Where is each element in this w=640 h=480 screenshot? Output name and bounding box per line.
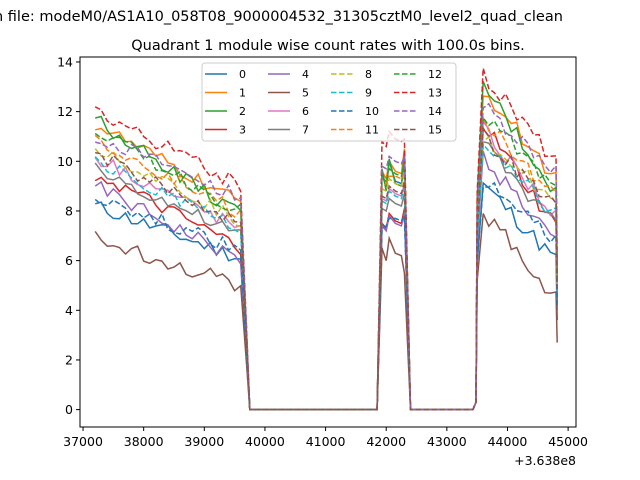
chart-title: Quadrant 1 module wise count rates with …	[131, 38, 525, 54]
y-tick-label: 2	[65, 352, 73, 367]
x-tick-label: 37000	[63, 434, 103, 449]
y-tick-label: 0	[65, 402, 73, 417]
series-line-11	[94, 117, 558, 411]
legend-label-0: 0	[239, 68, 246, 81]
x-tick-label: 45000	[548, 434, 588, 449]
y-tick-label: 6	[65, 253, 73, 268]
legend-label-15: 15	[428, 124, 442, 137]
legend-label-14: 14	[428, 105, 442, 118]
legend-frame	[201, 62, 457, 142]
legend-label-8: 8	[365, 68, 372, 81]
x-axis-ticks: 37000 38000 39000 40000 41000 42000 43000 44000…	[63, 427, 588, 449]
legend-label-4: 4	[302, 68, 309, 81]
legend-label-10: 10	[365, 105, 379, 118]
legend-label-9: 9	[365, 87, 372, 100]
x-tick-label: 39000	[184, 434, 224, 449]
y-tick-label: 4	[65, 303, 73, 318]
legend-label-6: 6	[302, 105, 309, 118]
legend-label-7: 7	[302, 124, 309, 137]
plot-area: 37000 38000 39000 40000 41000 42000 43000 44000…	[57, 54, 588, 449]
y-tick-label: 10	[57, 154, 73, 169]
legend-label-5: 5	[302, 87, 309, 100]
legend-label-2: 2	[239, 105, 246, 118]
series-line-15	[95, 125, 558, 411]
legend-label-3: 3	[239, 124, 246, 137]
x-tick-label: 40000	[245, 434, 285, 449]
legend-label-12: 12	[428, 68, 442, 81]
x-tick-label: 44000	[488, 434, 528, 449]
y-tick-label: 14	[57, 54, 73, 69]
axes-frame	[79, 56, 577, 428]
figure-suptitle: n file: modeM0/AS1A10_058T08_9000004532_…	[0, 9, 563, 25]
x-tick-label: 42000	[366, 434, 406, 449]
x-tick-label: 41000	[306, 434, 346, 449]
y-tick-label: 12	[57, 104, 73, 119]
legend-label-1: 1	[239, 87, 246, 100]
series-layer	[94, 68, 558, 411]
legend-label-13: 13	[428, 87, 442, 100]
x-tick-label: 43000	[427, 434, 467, 449]
x-tick-label: 38000	[124, 434, 164, 449]
y-axis-ticks: 0 2 4 6 8 10 12 14	[57, 54, 80, 417]
y-tick-label: 8	[65, 203, 73, 218]
x-axis-offset-label: +3.638e8	[514, 453, 576, 468]
legend-label-11: 11	[365, 124, 379, 137]
